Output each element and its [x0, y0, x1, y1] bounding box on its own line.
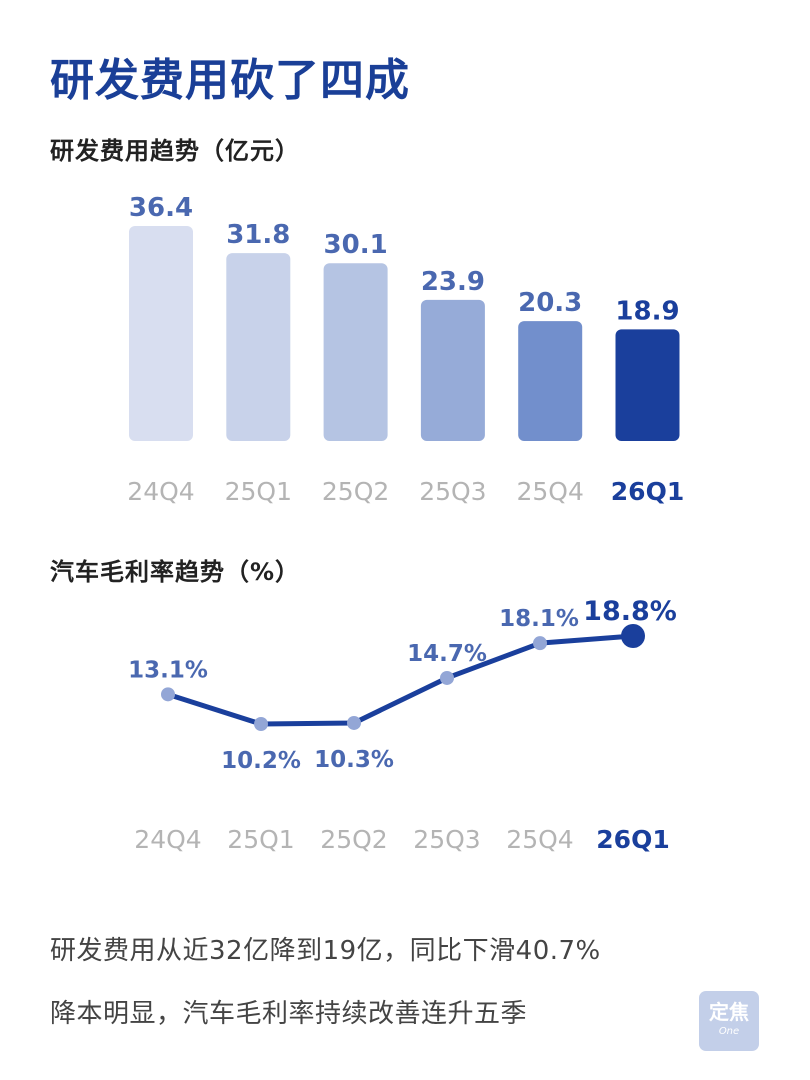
- rd-expense-bar-chart: 36.4 24Q4 31.8 25Q1 30.1 25Q2 23.9 25Q3 20.3 25Q4…: [127, 193, 684, 506]
- caption-margin-improvement: 降本明显，汽车毛利率持续改善连升五季: [50, 999, 528, 1029]
- point-25Q4: [533, 636, 547, 651]
- x-tick-label: 25Q2: [320, 825, 387, 854]
- bar-value-label: 30.1: [324, 230, 388, 260]
- x-tick-label: 25Q3: [419, 477, 486, 506]
- x-tick-label: 26Q1: [611, 477, 684, 506]
- x-tick-label: 24Q4: [134, 825, 201, 854]
- bar-value-label: 18.9: [615, 296, 679, 326]
- x-tick-label: 24Q4: [127, 477, 194, 506]
- margin-series-line: [165, 633, 636, 727]
- caption-rd-decline: 研发费用从近32亿降到19亿，同比下滑40.7%: [50, 936, 601, 966]
- gross-margin-line-chart: 13.1% 24Q4 10.2% 25Q1 10.3% 25Q2 14.7% 25Q3 18.1…: [128, 596, 677, 854]
- x-tick-label: 25Q4: [506, 825, 573, 854]
- x-tick-label: 25Q1: [225, 477, 292, 506]
- bar-value-label: 36.4: [129, 193, 193, 223]
- bar-25Q4: [518, 321, 583, 441]
- point-value-label: 18.1%: [499, 606, 579, 632]
- bar-value-label: 20.3: [518, 288, 582, 318]
- bar-25Q3: [420, 299, 485, 441]
- point-25Q1: [254, 717, 268, 731]
- bar-26Q1: [615, 329, 680, 441]
- logo-text: 定焦: [709, 1000, 749, 1024]
- rd-expense-chart-title: 研发费用趋势（亿元）: [50, 137, 300, 165]
- gross-margin-chart-title: 汽车毛利率趋势（%）: [50, 558, 301, 586]
- bar-25Q1: [226, 253, 291, 441]
- point-value-label: 10.2%: [221, 748, 301, 774]
- brand-logo: 定焦 One: [699, 991, 759, 1051]
- x-tick-label: 26Q1: [596, 825, 669, 854]
- page-title: 研发费用砍了四成: [50, 55, 410, 106]
- bar-value-label: 23.9: [421, 267, 485, 297]
- x-tick-label: 25Q4: [516, 477, 583, 506]
- point-25Q2: [347, 715, 361, 730]
- x-tick-label: 25Q3: [413, 825, 480, 854]
- point-value-label: 18.8%: [583, 596, 677, 627]
- point-value-label: 10.3%: [314, 747, 394, 773]
- x-tick-label: 25Q1: [227, 825, 294, 854]
- point-value-label: 13.1%: [128, 657, 208, 683]
- x-tick-label: 25Q2: [322, 477, 389, 506]
- bar-25Q2: [323, 263, 388, 441]
- bar-24Q4: [129, 226, 193, 441]
- point-25Q3: [440, 670, 454, 685]
- point-24Q4: [161, 687, 175, 702]
- point-value-label: 14.7%: [407, 641, 487, 667]
- logo-subtext: One: [718, 1026, 740, 1037]
- bar-value-label: 31.8: [226, 220, 290, 250]
- point-26Q1: [621, 624, 645, 648]
